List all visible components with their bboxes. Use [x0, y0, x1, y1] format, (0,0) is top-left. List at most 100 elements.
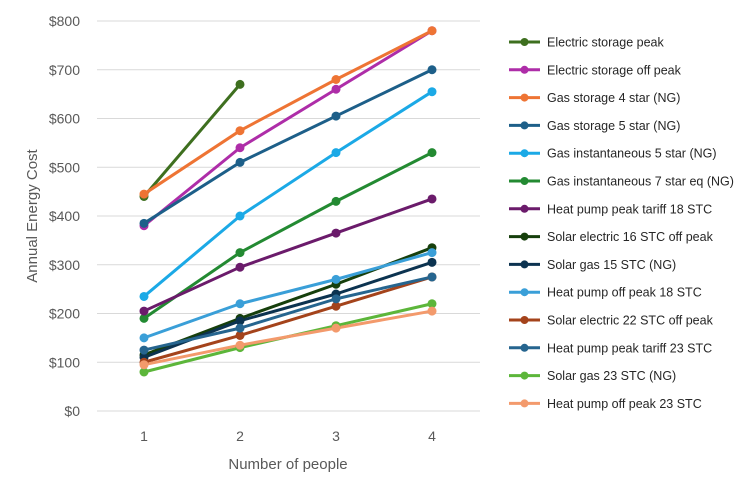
data-point — [139, 306, 149, 316]
x-tick-label: 2 — [236, 428, 244, 444]
data-point — [139, 218, 149, 228]
y-tick-label: $600 — [49, 111, 80, 127]
data-point — [331, 148, 341, 158]
legend-item: Gas storage 5 star (NG) — [509, 119, 680, 133]
legend-item: Solar electric 16 STC off peak — [509, 230, 714, 244]
y-tick-label: $400 — [49, 208, 80, 224]
y-tick-label: $0 — [64, 403, 80, 419]
y-tick-label: $700 — [49, 62, 80, 78]
data-point — [235, 157, 245, 167]
data-point — [235, 143, 245, 153]
data-point — [235, 330, 245, 340]
series-line — [142, 29, 434, 228]
series-points — [139, 26, 437, 377]
legend-label: Heat pump off peak 18 STC — [547, 286, 702, 300]
data-point — [139, 345, 149, 355]
series-line — [142, 90, 434, 298]
data-point — [427, 306, 437, 316]
legend-swatch-marker — [520, 149, 529, 158]
x-axis-title: Number of people — [228, 456, 347, 473]
data-point — [235, 323, 245, 333]
data-point — [235, 299, 245, 309]
legend-label: Electric storage off peak — [547, 63, 682, 77]
legend-label: Heat pump peak tariff 23 STC — [547, 341, 712, 355]
legend-label: Gas instantaneous 5 star (NG) — [547, 147, 717, 161]
legend-item: Electric storage peak — [509, 36, 664, 50]
y-axis-title: Annual Energy Cost — [24, 148, 41, 282]
data-point — [331, 294, 341, 304]
legend-swatch-marker — [520, 232, 529, 241]
data-point — [331, 111, 341, 121]
data-point — [331, 84, 341, 94]
legend-label: Electric storage peak — [547, 36, 664, 50]
data-point — [235, 340, 245, 350]
legend-swatch-marker — [520, 93, 529, 102]
y-tick-label: $200 — [49, 306, 80, 322]
legend-swatch-marker — [520, 204, 529, 213]
legend-label: Heat pump peak tariff 18 STC — [547, 202, 712, 216]
legend-swatch-marker — [520, 316, 529, 324]
legend-swatch-marker — [520, 260, 529, 269]
data-point — [331, 274, 341, 284]
data-point — [427, 26, 437, 36]
data-point — [331, 228, 341, 238]
legend-item: Heat pump off peak 18 STC — [509, 286, 702, 300]
data-point — [331, 323, 341, 333]
legend-item: Heat pump off peak 23 STC — [509, 397, 702, 411]
series-line — [142, 275, 434, 364]
series-line — [142, 251, 434, 340]
series-line — [142, 309, 434, 367]
series-line — [142, 260, 434, 359]
data-point — [139, 333, 149, 343]
legend-label: Solar electric 22 STC off peak — [547, 314, 714, 328]
data-point — [235, 126, 245, 136]
legend-item: Electric storage off peak — [509, 63, 682, 77]
legend-swatch-marker — [520, 65, 529, 74]
data-point — [427, 65, 437, 75]
series-line — [142, 275, 434, 352]
data-point — [427, 87, 437, 97]
legend-item: Gas instantaneous 7 star eq (NG) — [509, 175, 734, 189]
legend-label: Solar electric 16 STC off peak — [547, 230, 714, 244]
data-point — [427, 272, 437, 282]
data-point — [235, 79, 245, 89]
data-point — [427, 148, 437, 158]
legend-label: Gas storage 5 star (NG) — [547, 119, 680, 133]
data-point — [139, 189, 149, 199]
x-axis-tick-labels: 1 2 3 4 — [140, 428, 436, 444]
data-point — [235, 248, 245, 258]
x-tick-label: 4 — [428, 428, 436, 444]
legend: Electric storage peak Electric storage of… — [509, 36, 734, 411]
series-line — [142, 68, 434, 225]
data-point — [139, 291, 149, 301]
legend-item: Gas instantaneous 5 star (NG) — [509, 147, 717, 161]
y-tick-label: $300 — [49, 257, 80, 273]
data-point — [331, 301, 341, 311]
legend-label: Heat pump off peak 23 STC — [547, 397, 702, 411]
legend-swatch-marker — [520, 121, 529, 130]
legend-item: Solar gas 15 STC (NG) — [509, 258, 676, 272]
x-tick-label: 3 — [332, 428, 340, 444]
legend-item: Heat pump peak tariff 18 STC — [509, 202, 712, 216]
data-point — [139, 367, 149, 377]
legend-item: Solar electric 22 STC off peak — [509, 314, 714, 328]
data-point — [331, 75, 341, 84]
legend-label: Solar gas 15 STC (NG) — [547, 258, 676, 272]
series-line — [142, 151, 434, 320]
legend-label: Gas instantaneous 7 star eq (NG) — [547, 175, 734, 189]
y-axis-tick-labels: $0 $100 $200 $300 $400 $500 $600 $700 $800 — [49, 13, 80, 419]
data-point — [235, 316, 245, 326]
legend-item: Heat pump peak tariff 23 STC — [509, 341, 712, 355]
series-line — [142, 82, 242, 198]
data-point — [331, 196, 341, 206]
legend-item: Gas storage 4 star (NG) — [509, 91, 680, 105]
x-tick-label: 1 — [140, 428, 148, 444]
data-point — [235, 211, 245, 221]
data-point — [139, 313, 149, 323]
series-line — [142, 29, 434, 196]
series-lines — [142, 29, 434, 374]
y-tick-label: $500 — [49, 159, 80, 175]
legend-swatch-marker — [520, 288, 529, 297]
data-point — [139, 360, 149, 370]
